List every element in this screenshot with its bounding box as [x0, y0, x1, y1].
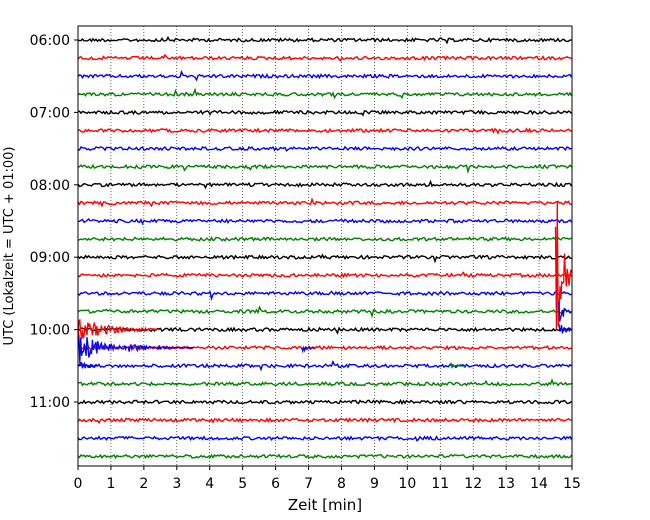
event-burst-4	[301, 345, 315, 354]
y-tick-label: 07:00	[30, 105, 70, 121]
event-burst-7	[558, 301, 572, 322]
x-axis-label: Zeit [min]	[288, 496, 362, 514]
trace-row-18	[77, 359, 572, 372]
trace-row-14	[77, 290, 572, 302]
trace-row-22	[77, 435, 573, 442]
trace-row-5	[78, 127, 572, 135]
event-bursts	[77, 201, 573, 369]
trace-row-0	[77, 35, 572, 45]
x-tick-label: 10	[398, 476, 416, 492]
y-tick-label: 08:00	[30, 178, 70, 194]
seismogram-traces	[77, 35, 573, 460]
event-burst-3	[127, 343, 194, 353]
trace-row-11	[77, 236, 572, 243]
trace-row-7	[77, 163, 573, 175]
x-tick-label: 3	[172, 476, 181, 492]
trace-row-1	[77, 53, 572, 62]
y-tick-label: 06:00	[30, 33, 70, 49]
y-tick-label: 11:00	[30, 395, 70, 411]
trace-row-19	[77, 378, 572, 387]
event-burst-5	[449, 361, 467, 369]
x-tick-label: 9	[370, 476, 379, 492]
plot-frame	[77, 25, 573, 467]
y-tick-label: 10:00	[30, 323, 70, 339]
x-tick-label: 7	[304, 476, 313, 492]
x-tick-label: 11	[431, 476, 449, 492]
trace-row-23	[77, 453, 573, 460]
x-tick-label: 2	[139, 476, 148, 492]
x-tick-label: 14	[530, 476, 548, 492]
trace-row-2	[77, 69, 573, 82]
trace-row-6	[77, 145, 572, 152]
x-axis-ticks: 0 1 2 3 4 5 6 7 8 9 10 11 12 13 14 15	[74, 466, 581, 492]
event-burst-8	[558, 323, 572, 335]
x-tick-label: 15	[563, 476, 581, 492]
trace-row-21	[77, 417, 572, 425]
trace-row-16	[78, 326, 573, 335]
trace-row-3	[77, 87, 573, 100]
y-tick-label: 09:00	[30, 250, 70, 266]
trace-row-13	[77, 271, 573, 279]
trace-row-12	[77, 253, 572, 264]
x-tick-label: 8	[337, 476, 346, 492]
trace-row-8	[77, 179, 573, 190]
y-axis-label: UTC (Lokalzeit = UTC + 01:00)	[2, 147, 17, 346]
x-tick-label: 1	[106, 476, 115, 492]
x-tick-label: 13	[497, 476, 515, 492]
trace-row-20	[77, 398, 572, 406]
trace-row-4	[77, 109, 573, 117]
x-tick-label: 5	[238, 476, 247, 492]
x-tick-label: 0	[74, 476, 83, 492]
event-burst-1	[77, 318, 160, 340]
grid-lines	[110, 26, 540, 466]
event-burst-2	[77, 361, 98, 369]
x-tick-label: 12	[464, 476, 482, 492]
trace-row-10	[77, 217, 573, 226]
x-tick-label: 6	[271, 476, 280, 492]
trace-row-9	[77, 197, 572, 208]
x-tick-label: 4	[205, 476, 214, 492]
trace-row-15	[77, 305, 572, 319]
event-burst-0	[77, 330, 128, 364]
event-burst-6	[554, 201, 573, 330]
y-axis-ticks: 06:00 07:00 08:00 09:00 10:00 11:00	[30, 33, 78, 411]
